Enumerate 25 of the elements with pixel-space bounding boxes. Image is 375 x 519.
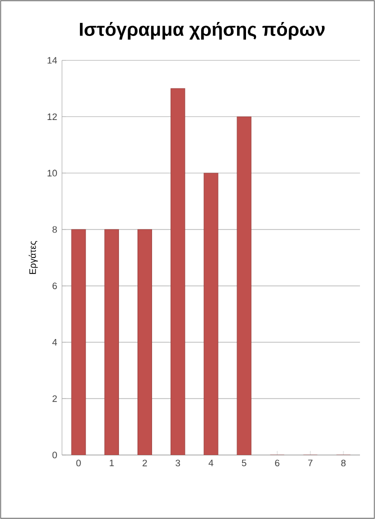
x-tick-label: 8 [341, 460, 346, 466]
y-tick-label: 0 [52, 452, 57, 458]
x-tick-label: 3 [176, 460, 180, 466]
y-tick-label: 8 [52, 226, 57, 233]
chart-title: Ιστόγραμμα χρήσης πόρων [80, 22, 325, 40]
y-tick-label: 12 [48, 113, 57, 120]
y-tick-label: 4 [52, 339, 58, 346]
bar [71, 229, 86, 455]
y-tick-label: 14 [48, 57, 58, 64]
x-tick-label: 0 [76, 460, 81, 466]
x-tick-label: 6 [275, 460, 280, 466]
x-tick-label: 7 [308, 460, 312, 466]
y-tick-label: 6 [52, 282, 57, 290]
bar [204, 172, 218, 455]
x-tick-label: 5 [242, 460, 246, 466]
x-tick-label: 4 [208, 460, 214, 466]
y-tick-label: 2 [52, 395, 57, 402]
y-tick-label: 10 [48, 170, 57, 176]
y-axis-title: Εργάτες [28, 240, 38, 274]
bar [170, 88, 186, 455]
bar [138, 229, 152, 455]
bar [104, 229, 119, 455]
x-tick-label: 2 [142, 460, 147, 466]
bar [236, 116, 252, 455]
x-tick-label: 1 [110, 460, 114, 466]
